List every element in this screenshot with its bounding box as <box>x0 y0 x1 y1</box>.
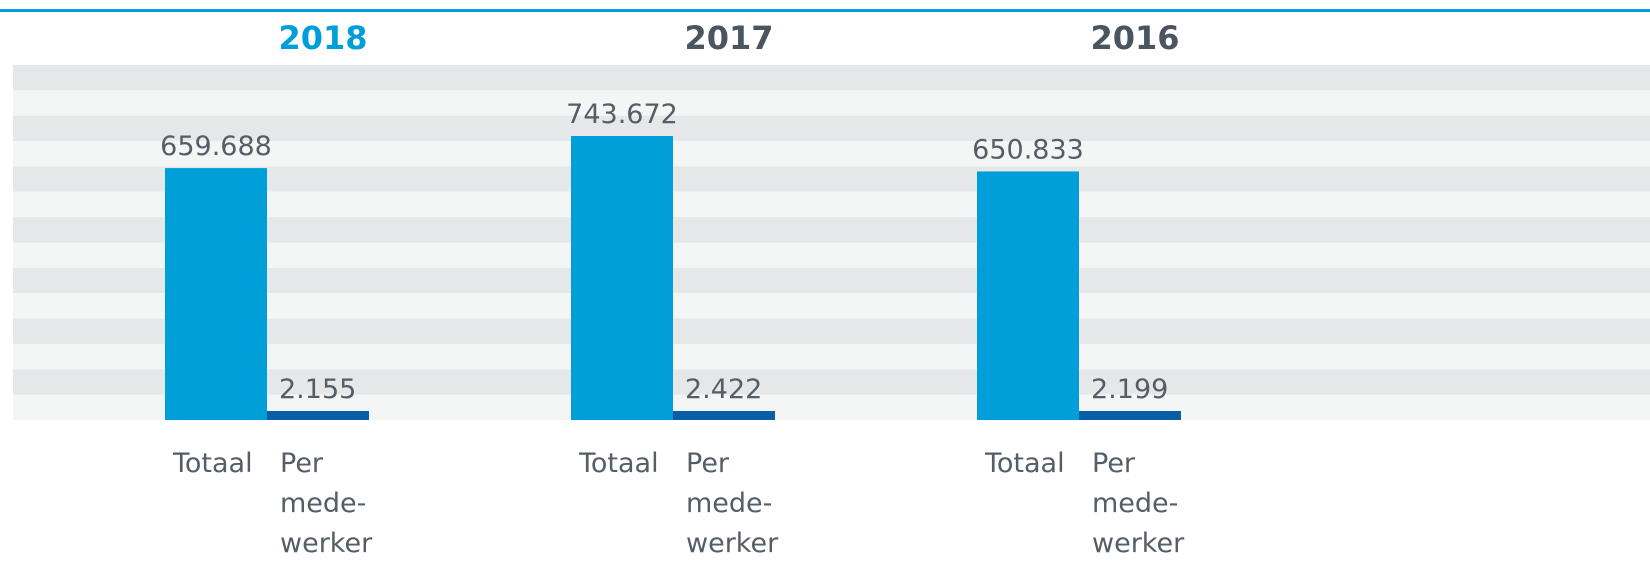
stripe <box>13 90 1650 116</box>
stripe <box>13 141 1650 167</box>
series-label: Totaal <box>985 448 1065 479</box>
stripe <box>13 217 1650 243</box>
value-label: 2.422 <box>685 374 762 405</box>
bar <box>571 136 673 420</box>
stripe <box>13 343 1650 370</box>
series-label: Per mede-werker <box>1092 448 1185 559</box>
group-title: 2016 <box>1090 19 1179 57</box>
stripe <box>13 191 1650 218</box>
series-label: Totaal <box>173 448 253 479</box>
stripe <box>13 369 1650 395</box>
bar <box>977 171 1079 420</box>
stripe <box>13 242 1650 268</box>
stripe <box>13 318 1650 344</box>
bar <box>673 411 775 420</box>
bar <box>165 168 267 420</box>
series-label: Per mede-werker <box>686 448 779 559</box>
top-rule <box>0 9 1650 12</box>
stripe <box>13 115 1650 142</box>
group-title: 2017 <box>684 19 773 57</box>
value-label: 2.155 <box>279 374 356 405</box>
series-label: Per mede-werker <box>280 448 373 559</box>
stripe <box>13 293 1650 319</box>
group-title: 2018 <box>278 19 367 57</box>
bar <box>267 411 369 420</box>
value-label: 650.833 <box>972 134 1084 165</box>
series-label: Totaal <box>579 448 659 479</box>
stripe <box>13 65 1650 91</box>
stripe <box>13 166 1650 192</box>
bar <box>1079 411 1181 420</box>
value-label: 2.199 <box>1091 374 1168 405</box>
stripe <box>13 267 1650 294</box>
value-label: 743.672 <box>566 99 678 130</box>
value-label: 659.688 <box>160 131 272 162</box>
